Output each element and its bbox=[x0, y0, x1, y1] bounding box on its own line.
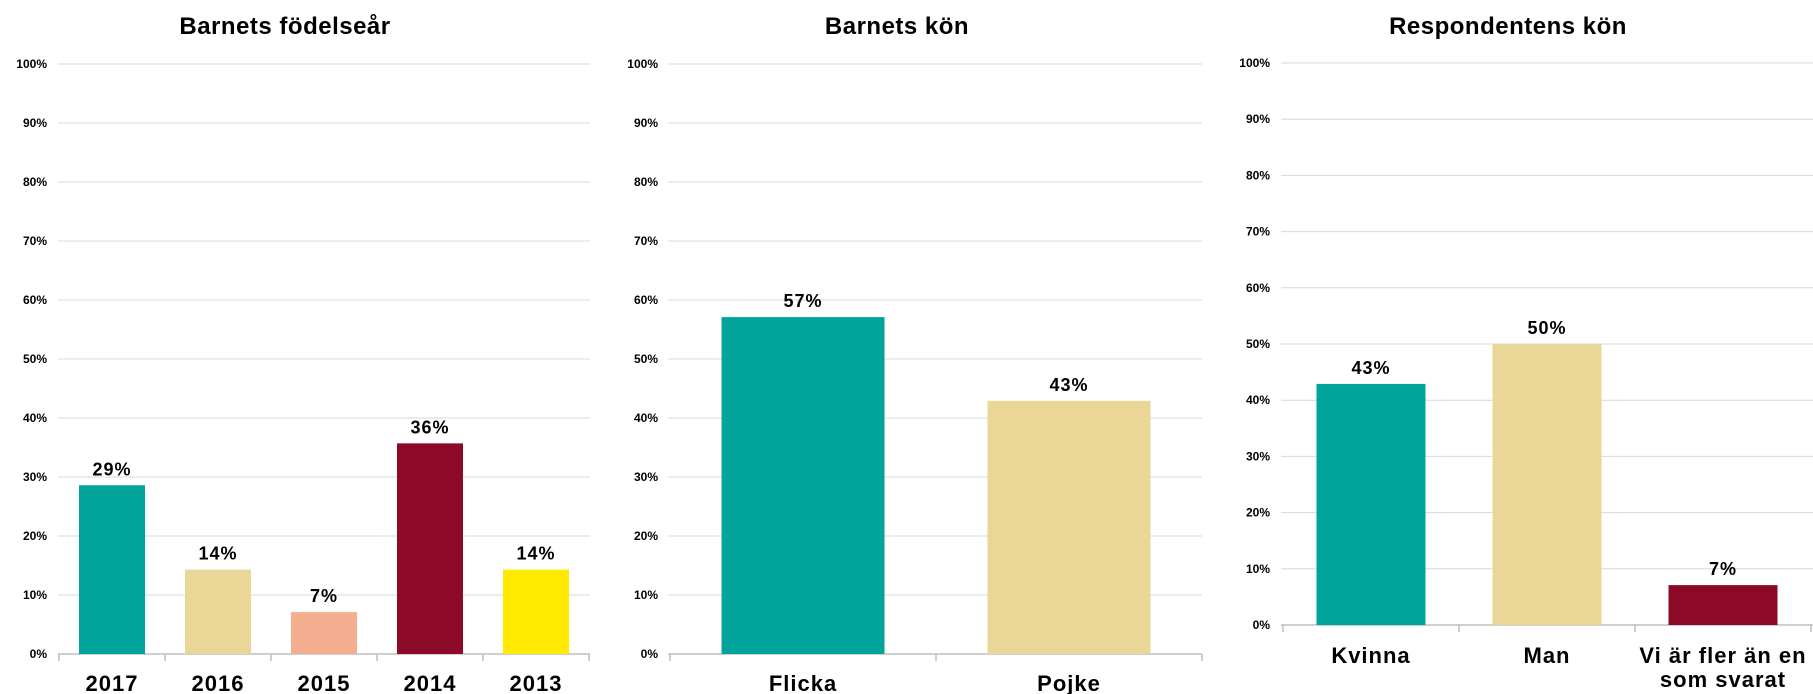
y-tick-label: 30% bbox=[23, 470, 47, 484]
data-label: 43% bbox=[1049, 375, 1088, 395]
y-tick-label: 40% bbox=[23, 411, 47, 425]
y-tick-label: 60% bbox=[1246, 281, 1270, 295]
bar bbox=[397, 443, 463, 654]
chart-barnets-kon: Barnets kön 0% 10% 20% 30% 40% 50% 60% 70% 80% 90%… bbox=[627, 13, 1203, 694]
y-tick-label: 100% bbox=[1239, 56, 1270, 70]
y-tick-label: 40% bbox=[634, 411, 658, 425]
y-tick-label: 10% bbox=[1246, 562, 1270, 576]
y-tick-label: 100% bbox=[16, 57, 47, 71]
y-tick-label: 20% bbox=[634, 529, 658, 543]
x-tick-label: 2013 bbox=[510, 671, 563, 694]
data-label: 57% bbox=[783, 291, 822, 311]
data-label: 14% bbox=[198, 544, 237, 564]
y-tick-label: 90% bbox=[634, 116, 658, 130]
chart-respondentens-kon: Respondentens kön 0% 10% 20% 30% 40% 50% 60% 70%… bbox=[1239, 13, 1813, 692]
y-tick-label: 30% bbox=[634, 470, 658, 484]
y-tick-label: 0% bbox=[30, 647, 48, 661]
y-tick-label: 10% bbox=[23, 588, 47, 602]
y-tick-label: 50% bbox=[1246, 337, 1270, 351]
y-tick-label: 70% bbox=[1246, 225, 1270, 239]
bar bbox=[291, 612, 357, 654]
y-tick-label: 30% bbox=[1246, 449, 1270, 463]
x-tick-label: Flicka bbox=[769, 671, 837, 694]
y-tick-label: 40% bbox=[1246, 393, 1270, 407]
data-label: 7% bbox=[1709, 559, 1737, 579]
y-tick-label: 0% bbox=[641, 647, 659, 661]
bar bbox=[1492, 344, 1602, 625]
bar bbox=[185, 569, 251, 654]
x-tick-label: Pojke bbox=[1037, 671, 1101, 694]
data-label: 29% bbox=[92, 459, 131, 479]
data-label: 7% bbox=[310, 586, 338, 606]
y-tick-label: 50% bbox=[23, 352, 47, 366]
chart-title: Respondentens kön bbox=[1389, 13, 1627, 40]
y-tick-label: 90% bbox=[23, 116, 47, 130]
y-tick-label: 80% bbox=[634, 175, 658, 189]
y-tick-label: 0% bbox=[1253, 618, 1271, 632]
x-tick-label: Kvinna bbox=[1331, 643, 1410, 668]
data-label: 14% bbox=[516, 544, 555, 564]
chart-title: Barnets födelseår bbox=[179, 13, 390, 40]
y-tick-label: 60% bbox=[634, 293, 658, 307]
y-tick-label: 50% bbox=[634, 352, 658, 366]
bar bbox=[503, 569, 569, 654]
x-tick-label: 2016 bbox=[192, 671, 245, 694]
bar bbox=[79, 485, 145, 654]
data-label: 50% bbox=[1527, 318, 1566, 338]
y-tick-label: 100% bbox=[627, 57, 658, 71]
chart-barnets-fodelsear: Barnets födelseår 0% 10% 20% 30% 40% 50% 60% 70%… bbox=[16, 13, 590, 694]
y-tick-label: 20% bbox=[1246, 506, 1270, 520]
bar bbox=[987, 400, 1151, 654]
data-label: 43% bbox=[1351, 358, 1390, 378]
y-tick-label: 20% bbox=[23, 529, 47, 543]
bar bbox=[1668, 585, 1778, 625]
bar bbox=[1316, 383, 1426, 625]
x-tick-label: 2017 bbox=[86, 671, 139, 694]
y-tick-label: 70% bbox=[23, 234, 47, 248]
x-tick-label: 2014 bbox=[404, 671, 457, 694]
x-tick-label: 2015 bbox=[298, 671, 351, 694]
y-tick-label: 80% bbox=[23, 175, 47, 189]
x-tick-label: Vi är fler än en bbox=[1639, 643, 1806, 668]
y-tick-label: 60% bbox=[23, 293, 47, 307]
x-tick-label: Man bbox=[1524, 643, 1571, 668]
chart-title: Barnets kön bbox=[825, 13, 969, 40]
bar bbox=[721, 317, 885, 654]
data-label: 36% bbox=[410, 417, 449, 437]
y-tick-label: 80% bbox=[1246, 168, 1270, 182]
y-tick-label: 10% bbox=[634, 588, 658, 602]
y-tick-label: 70% bbox=[634, 234, 658, 248]
y-tick-label: 90% bbox=[1246, 112, 1270, 126]
x-tick-label: som svarat bbox=[1660, 667, 1786, 692]
